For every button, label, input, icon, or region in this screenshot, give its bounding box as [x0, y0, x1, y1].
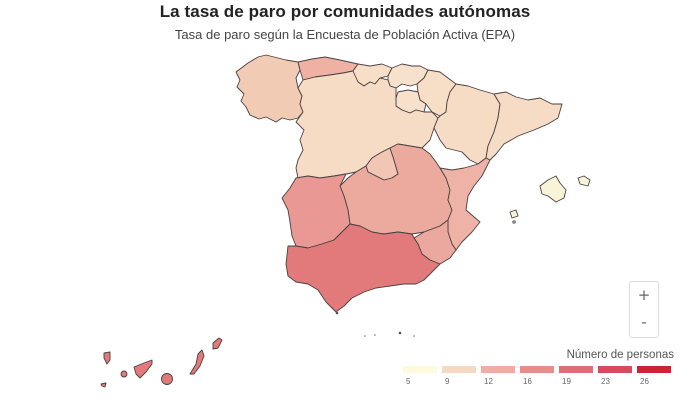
legend-label: 19	[562, 377, 571, 386]
region-canarias-gran-canaria[interactable]: Canarias	[161, 373, 173, 385]
legend-item: 26	[637, 366, 671, 386]
region-melilla[interactable]: Melilla	[398, 331, 402, 335]
islet-dot	[413, 335, 415, 337]
zoom-controls: + -	[629, 281, 659, 338]
legend-label: 23	[601, 377, 610, 386]
map-subtitle: Tasa de paro según la Encuesta de Poblac…	[174, 27, 516, 42]
legend-item: 5	[403, 366, 437, 386]
legend-swatch	[637, 366, 671, 373]
islet-dot	[364, 335, 366, 337]
region-ceuta[interactable]: Ceuta	[335, 311, 339, 315]
legend-swatch	[442, 366, 476, 373]
region-baleares-ibiza[interactable]: Islas Baleares	[509, 209, 519, 219]
legend-label: 5	[406, 377, 411, 386]
legend-swatch	[598, 366, 632, 373]
legend-item: 12	[481, 366, 515, 386]
legend-label: 16	[523, 377, 532, 386]
zoom-in-button[interactable]: +	[637, 286, 651, 304]
legend-swatch	[520, 366, 554, 373]
region-canarias-el-hierro[interactable]: Canarias	[100, 382, 107, 388]
region-baleares-mallorca[interactable]: Islas Baleares	[539, 175, 567, 203]
legend-swatch	[481, 366, 515, 373]
legend-label: 26	[640, 377, 649, 386]
islet-dot	[374, 334, 376, 336]
region-andalucia[interactable]: Andalucía	[285, 223, 441, 313]
region-canarias-lanzarote[interactable]: Canarias	[212, 337, 223, 350]
region-galicia[interactable]: Galicia	[235, 54, 304, 123]
region-canarias-tenerife[interactable]: Canarias	[133, 359, 153, 379]
zoom-out-button[interactable]: -	[641, 313, 647, 331]
legend-item: 9	[442, 366, 476, 386]
legend-item: 16	[520, 366, 554, 386]
legend-item: 19	[559, 366, 593, 386]
region-baleares-menorca[interactable]: Islas Baleares	[577, 175, 591, 187]
legend-item: 23	[598, 366, 632, 386]
region-canarias-fuerteventura[interactable]: Canarias	[189, 349, 205, 375]
region-baleares-formentera[interactable]: Islas Baleares	[512, 220, 516, 224]
region-cataluna[interactable]: Castilla y León	[485, 91, 563, 161]
legend-label: 9	[445, 377, 450, 386]
region-canarias-la-palma[interactable]: Canarias	[103, 351, 111, 365]
legend-title: Número de personas	[566, 349, 674, 361]
map-title: La tasa de paro por comunidades autónoma…	[159, 2, 531, 21]
legend-swatch	[559, 366, 593, 373]
legend-label: 12	[484, 377, 493, 386]
legend-swatch	[403, 366, 437, 373]
region-canarias-la-gomera[interactable]: Canarias	[120, 370, 128, 378]
